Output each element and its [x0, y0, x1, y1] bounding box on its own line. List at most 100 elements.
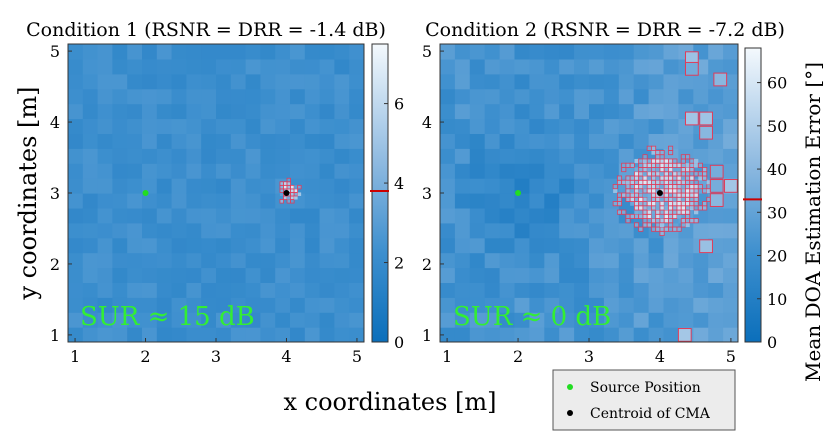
- cma-cell: [668, 192, 674, 198]
- heatmap-cell: [156, 178, 173, 194]
- heatmap-cell: [708, 327, 724, 342]
- colorbar-2: 0 10 20 30 40 50 60 Mean DOA Estimation Error …: [743, 47, 825, 382]
- heatmap-cell: [349, 297, 364, 313]
- heatmap-cell: [514, 297, 530, 313]
- heatmap-cell: [156, 118, 173, 134]
- heatmap-cell: [440, 327, 456, 342]
- heatmap-cell: [484, 193, 501, 209]
- heatmap-cell: [529, 282, 545, 298]
- heatmap-cell: [334, 44, 350, 60]
- heatmap-cell: [127, 297, 143, 313]
- heatmap-cell: [484, 312, 501, 328]
- heatmap-cell: [304, 297, 321, 313]
- heatmap-cell: [82, 133, 99, 149]
- cma-cell: [651, 150, 656, 155]
- heatmap-cell: [663, 58, 679, 75]
- heatmap-cell: [290, 252, 306, 269]
- cma-cell: [646, 145, 652, 151]
- heatmap-cell: [260, 178, 276, 194]
- cma-cell: [642, 222, 648, 228]
- heatmap-cell: [589, 207, 605, 224]
- heatmap-cell: [663, 327, 679, 342]
- heatmap-cell: [230, 327, 247, 342]
- heatmap-cell: [245, 327, 261, 342]
- heatmap-cell: [618, 133, 635, 149]
- heatmap-cell: [334, 118, 350, 134]
- cma-cell: [634, 205, 640, 211]
- heatmap-cell: [440, 44, 456, 60]
- heatmap-cell: [275, 73, 291, 90]
- cma-cell: [638, 171, 644, 177]
- heatmap-cell: [186, 163, 202, 179]
- heatmap-cell: [245, 88, 261, 105]
- heatmap-cell: [142, 312, 158, 328]
- heatmap-cell: [603, 133, 620, 149]
- heatmap-cell: [544, 222, 560, 239]
- heatmap-cell: [142, 44, 158, 60]
- heatmap-cell: [68, 282, 84, 298]
- heatmap-cell: [230, 133, 247, 149]
- heatmap-cell: [216, 193, 232, 209]
- cma-cell: [646, 209, 652, 215]
- cma-cell: [655, 218, 661, 224]
- y-tick-label: 2: [422, 255, 432, 274]
- heatmap-cell: [201, 163, 217, 179]
- heatmap-cell: [440, 207, 456, 224]
- cma-cell: [655, 213, 661, 219]
- heatmap-cell: [171, 312, 187, 328]
- panel-1-source-marker: [142, 190, 149, 196]
- heatmap-cell: [319, 207, 335, 224]
- cma-cell: [663, 158, 669, 164]
- heatmap-cell: [633, 297, 650, 313]
- heatmap-cell: [216, 58, 232, 75]
- heatmap-cell: [708, 148, 724, 164]
- cma-cell: [676, 205, 682, 211]
- heatmap-cell: [142, 252, 158, 269]
- heatmap-cell: [499, 44, 516, 60]
- heatmap-cell: [319, 297, 335, 313]
- heatmap-cell: [663, 88, 679, 105]
- cma-cell: [713, 72, 728, 87]
- cma-cell: [680, 192, 686, 198]
- heatmap-cell: [186, 297, 202, 313]
- cma-cell: [616, 179, 623, 185]
- cma-cell: [642, 205, 648, 211]
- heatmap-cell: [349, 327, 364, 342]
- cma-cell: [646, 213, 652, 219]
- heatmap-cell: [275, 282, 291, 298]
- heatmap-cell: [648, 58, 665, 75]
- heatmap-cell: [304, 133, 321, 149]
- cma-cell: [286, 177, 291, 183]
- heatmap-cell: [142, 237, 158, 254]
- heatmap-cell: [559, 237, 575, 254]
- x-tick-label: 4: [655, 347, 665, 366]
- heatmap-cell: [260, 58, 276, 75]
- heatmap-cell: [97, 222, 113, 239]
- heatmap-cell: [304, 58, 321, 75]
- heatmap-cell: [82, 207, 99, 224]
- heatmap-cell: [723, 148, 738, 164]
- heatmap-cell: [127, 133, 143, 149]
- heatmap-cell: [618, 327, 635, 342]
- cma-cell: [676, 175, 682, 181]
- heatmap-cell: [499, 58, 516, 75]
- cma-cell: [647, 193, 652, 198]
- heatmap-cell: [97, 193, 113, 209]
- heatmap-cell: [245, 222, 261, 239]
- heatmap-cell: [186, 44, 202, 60]
- cma-cell: [702, 175, 708, 181]
- heatmap-cell: [678, 133, 694, 149]
- heatmap-cell: [304, 88, 321, 105]
- heatmap-cell: [469, 44, 486, 60]
- cma-cell: [685, 175, 691, 181]
- cma-cell: [659, 226, 665, 232]
- heatmap-cell: [290, 222, 306, 239]
- cma-cell: [638, 210, 643, 215]
- heatmap-cell: [559, 44, 575, 60]
- heatmap-cell: [171, 103, 187, 120]
- heatmap-cell: [723, 327, 738, 342]
- cma-cell: [681, 175, 686, 181]
- heatmap-cell: [68, 44, 84, 60]
- cma-cell: [612, 201, 618, 207]
- heatmap-cell: [559, 163, 575, 179]
